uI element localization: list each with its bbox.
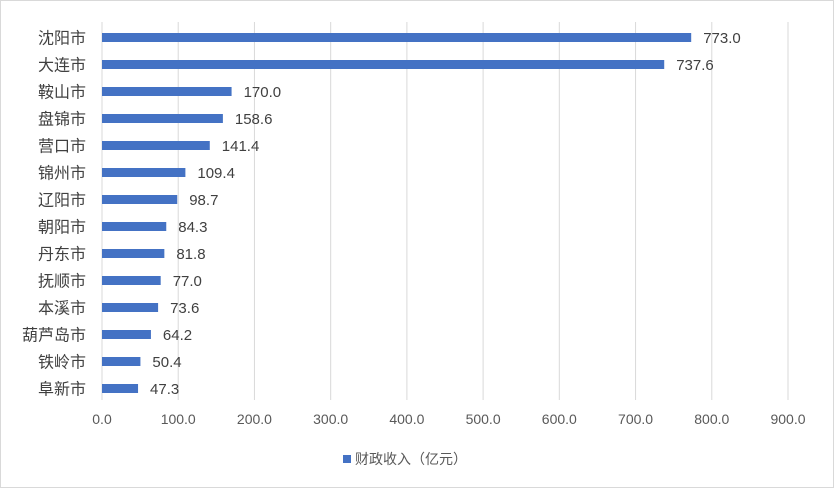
x-tick-labels: 0.0 100.0 200.0 300.0 400.0 500.0 600.0 700.0 80… — [92, 411, 805, 427]
bar — [102, 114, 223, 123]
category-label: 丹东市 — [38, 245, 86, 264]
data-label: 47.3 — [150, 381, 179, 398]
data-label: 109.4 — [197, 165, 235, 182]
bar — [102, 276, 161, 285]
category-labels: 沈阳市大连市鞍山市盘锦市营口市锦州市辽阳市朝阳市丹东市抚顺市本溪市葫芦岛市铁岭市… — [22, 29, 86, 399]
category-label: 铁岭市 — [38, 353, 86, 372]
legend-swatch — [343, 455, 351, 463]
bar — [102, 249, 165, 258]
category-label: 朝阳市 — [38, 218, 86, 237]
bar — [102, 33, 692, 42]
grid-lines — [101, 22, 789, 400]
bar — [102, 60, 665, 69]
x-tick-label: 600.0 — [542, 411, 577, 427]
bar — [102, 141, 210, 150]
data-label: 141.4 — [222, 138, 260, 155]
bar-series — [102, 33, 692, 393]
category-label: 大连市 — [38, 56, 86, 75]
category-label: 鞍山市 — [38, 83, 86, 102]
data-label: 64.2 — [163, 327, 192, 344]
category-label: 辽阳市 — [38, 191, 86, 210]
category-label: 锦州市 — [38, 164, 86, 183]
x-tick-label: 700.0 — [618, 411, 653, 427]
data-label: 737.6 — [676, 57, 714, 74]
x-tick-label: 100.0 — [161, 411, 196, 427]
category-label: 葫芦岛市 — [22, 326, 86, 345]
bar — [102, 87, 232, 96]
x-tick-label: 200.0 — [237, 411, 272, 427]
data-label: 170.0 — [244, 84, 282, 101]
bar — [102, 222, 167, 231]
x-tick-label: 900.0 — [770, 411, 805, 427]
category-label: 阜新市 — [38, 380, 86, 399]
bar — [102, 168, 186, 177]
x-tick-label: 800.0 — [694, 411, 729, 427]
bar — [102, 384, 139, 393]
x-tick-label: 0.0 — [92, 411, 112, 427]
bar — [102, 357, 141, 366]
data-label: 158.6 — [235, 111, 273, 128]
bar — [102, 330, 151, 339]
category-label: 盘锦市 — [38, 110, 86, 129]
data-label: 77.0 — [173, 273, 202, 290]
data-label: 773.0 — [703, 30, 741, 47]
data-label: 98.7 — [189, 192, 218, 209]
x-tick-label: 500.0 — [466, 411, 501, 427]
category-label: 沈阳市 — [38, 29, 86, 48]
bar — [102, 195, 178, 204]
data-label: 50.4 — [152, 354, 181, 371]
bar — [102, 303, 159, 312]
x-tick-label: 300.0 — [313, 411, 348, 427]
category-label: 本溪市 — [38, 299, 86, 318]
legend: 财政收入（亿元） — [343, 452, 467, 468]
category-label: 抚顺市 — [38, 272, 86, 291]
legend-label: 财政收入（亿元） — [355, 452, 467, 468]
data-labels: 773.0 737.6 170.0 158.6 141.4 109.4 98.7 84.3 81… — [150, 30, 741, 398]
x-tick-label: 400.0 — [389, 411, 424, 427]
data-label: 84.3 — [178, 219, 207, 236]
data-label: 81.8 — [176, 246, 205, 263]
category-label: 营口市 — [38, 137, 86, 156]
data-label: 73.6 — [170, 300, 199, 317]
